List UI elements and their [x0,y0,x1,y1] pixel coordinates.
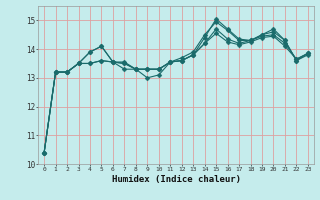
X-axis label: Humidex (Indice chaleur): Humidex (Indice chaleur) [111,175,241,184]
